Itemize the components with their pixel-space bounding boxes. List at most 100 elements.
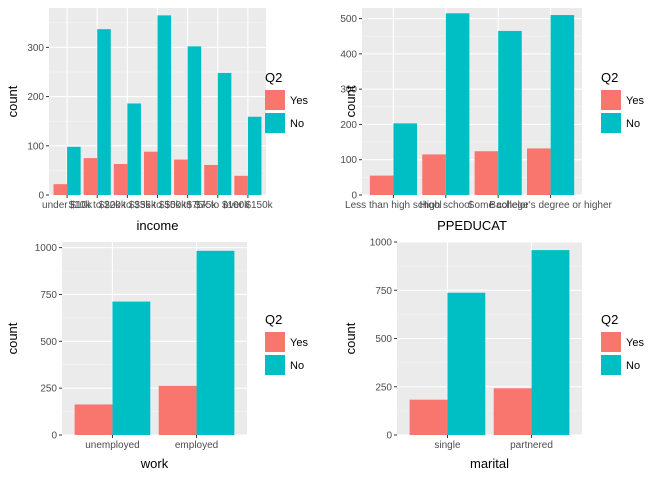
bar-yes-2	[493, 388, 532, 435]
y-tick-label: 200	[27, 92, 44, 103]
x-tick-label: employed	[175, 440, 218, 451]
y-axis-title: count	[343, 322, 358, 354]
bar-no-2	[196, 250, 235, 435]
chart-panel-1: 0 100 200 300 under $10k$10k to $20k$20k to …	[5, 8, 308, 233]
y-tick-label: 0	[386, 431, 392, 442]
bar-yes-2	[158, 385, 197, 435]
x-tick-label: $10k to $20k	[69, 200, 127, 211]
legend-title: Q2	[265, 70, 282, 85]
y-tick-label: 0	[51, 431, 57, 442]
legend-key-yes	[265, 332, 285, 352]
legend-key-no	[601, 113, 621, 133]
y-axis-title: count	[5, 85, 20, 117]
x-tick-label: over $150k	[223, 200, 273, 211]
bar-no-4	[550, 15, 575, 195]
bar-yes-1	[74, 404, 113, 435]
legend-key-no	[265, 355, 285, 375]
legend: Q2 Yes No	[601, 312, 644, 375]
bar-yes-7	[234, 175, 248, 195]
bar-no-6	[217, 72, 232, 195]
legend-label-yes: Yes	[290, 337, 308, 349]
bar-yes-5	[174, 159, 188, 195]
bar-no-7	[247, 116, 262, 195]
y-tick-label: 250	[375, 382, 392, 393]
legend: Q2 Yes No	[601, 70, 644, 133]
x-tick-label: single	[434, 440, 461, 451]
y-axis-title: count	[343, 85, 358, 117]
legend-key-no	[265, 113, 285, 133]
y-tick-label: 250	[40, 384, 57, 395]
x-tick-label: Some college	[468, 200, 529, 211]
y-tick-label: 0	[38, 191, 44, 202]
bar-no-2	[445, 13, 470, 196]
y-tick-label: 750	[40, 290, 57, 301]
bar-no-1	[67, 146, 81, 195]
x-axis-title: PPEDUCAT	[437, 218, 507, 233]
x-tick-label: $50k to $75k	[159, 200, 217, 211]
y-tick-label: 1000	[370, 238, 393, 249]
legend-label-no: No	[290, 118, 304, 130]
bar-yes-6	[204, 164, 218, 195]
legend-label-yes: Yes	[290, 95, 308, 107]
bar-yes-1	[53, 184, 68, 195]
bar-yes-1	[369, 175, 394, 195]
legend-key-yes	[601, 332, 621, 352]
x-tick-label: $75k to $100k	[186, 200, 250, 211]
bar-no-3	[498, 30, 522, 196]
y-tick-label: 1000	[35, 243, 58, 254]
chart-panel-2: 0 100 200 300 400 500 Less than high schoolHig…	[340, 8, 644, 233]
y-tick-label: 500	[40, 337, 57, 348]
y-tick-label: 300	[340, 85, 357, 96]
legend-label-yes: Yes	[626, 337, 644, 349]
y-tick-label: 100	[27, 141, 44, 152]
x-tick-label: partnered	[510, 440, 553, 451]
x-axis-title: work	[140, 456, 169, 471]
y-tick-label: 400	[340, 49, 357, 60]
x-tick-label: Bachelor's degree or higher	[489, 200, 612, 211]
bar-yes-2	[83, 158, 98, 195]
y-tick-label: 100	[340, 155, 357, 166]
bar-yes-2	[422, 154, 446, 195]
bar-yes-3	[474, 151, 499, 195]
y-tick-label: 200	[340, 120, 357, 131]
bar-no-1	[393, 123, 417, 195]
legend-label-no: No	[626, 360, 640, 372]
bar-no-2	[531, 250, 570, 435]
bar-no-1	[112, 301, 151, 435]
bar-yes-4	[143, 151, 158, 195]
y-tick-label: 500	[340, 14, 357, 25]
bar-yes-4	[527, 148, 551, 195]
x-tick-label: High school	[420, 200, 472, 211]
y-tick-label: 300	[27, 43, 44, 54]
y-axis-title: count	[5, 322, 20, 354]
x-axis-title: income	[137, 218, 179, 233]
legend-key-no	[601, 355, 621, 375]
legend-key-yes	[601, 90, 621, 110]
bar-yes-1	[409, 399, 448, 435]
chart-panel-3: 0 250 500 750 1000 unemployed employed work coun…	[5, 242, 308, 471]
legend-key-yes	[265, 90, 285, 110]
legend: Q2 Yes No	[265, 312, 308, 375]
bar-no-1	[447, 292, 486, 435]
bar-no-5	[187, 46, 202, 195]
legend-label-yes: Yes	[626, 95, 644, 107]
legend-title: Q2	[601, 312, 618, 327]
legend: Q2 Yes No	[265, 70, 308, 133]
x-tick-label: Less than high school	[345, 200, 442, 211]
legend-label-no: No	[626, 118, 640, 130]
legend-title: Q2	[601, 70, 618, 85]
x-tick-label: $20k to $35k	[99, 200, 157, 211]
x-tick-label: under $10k	[42, 200, 93, 211]
y-tick-label: 750	[375, 286, 392, 297]
bar-yes-3	[113, 163, 128, 195]
y-tick-label: 0	[351, 191, 357, 202]
bar-no-2	[97, 29, 111, 196]
x-tick-label: unemployed	[85, 440, 139, 451]
bar-no-4	[157, 15, 172, 196]
legend-label-no: No	[290, 360, 304, 372]
x-axis-title: marital	[470, 456, 509, 471]
bar-no-3	[127, 103, 141, 195]
y-tick-label: 500	[375, 334, 392, 345]
